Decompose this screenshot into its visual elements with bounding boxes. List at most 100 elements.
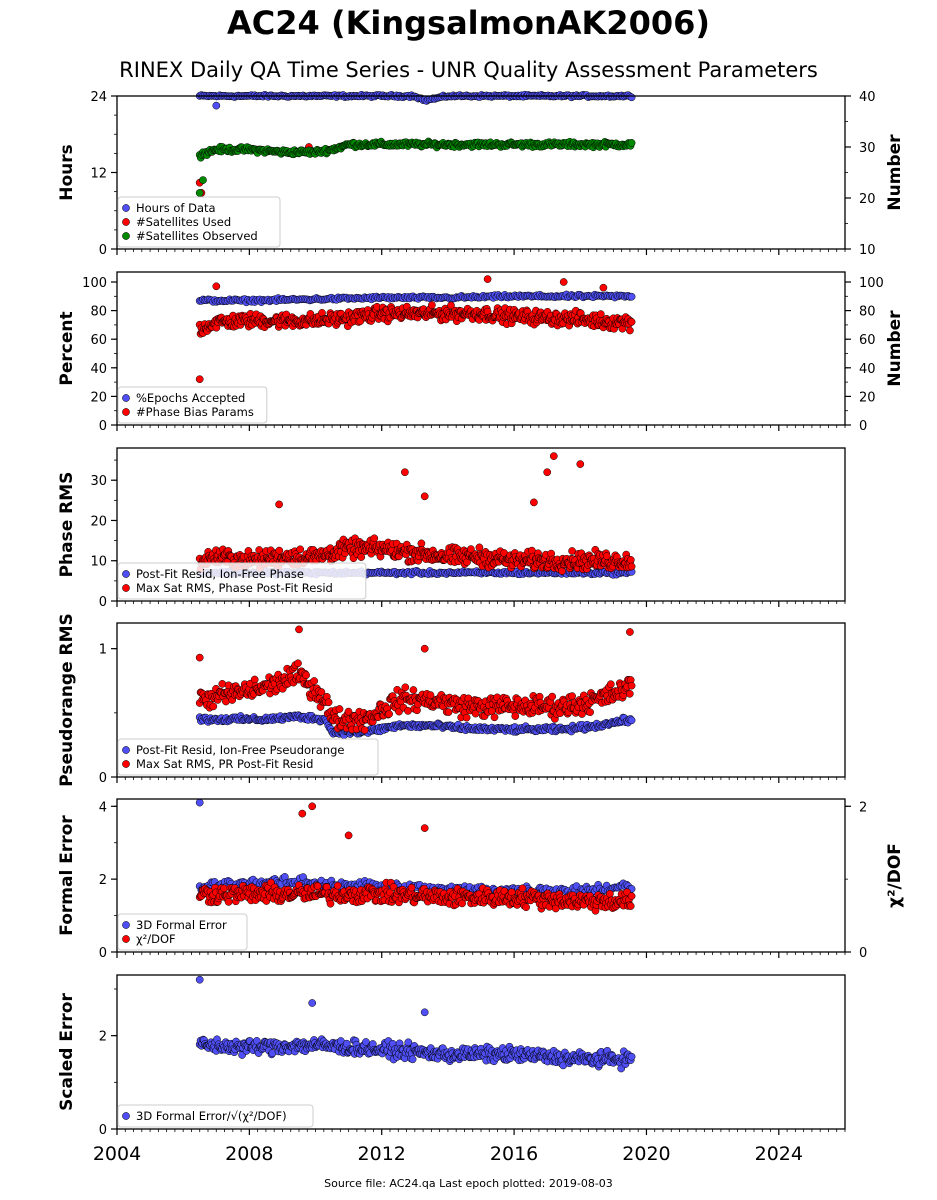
y-right-tick-label: 100: [859, 276, 884, 291]
legend-marker: [122, 394, 130, 402]
marker: [401, 683, 410, 692]
y-tick-label: 0: [99, 243, 107, 258]
legend-marker: [122, 584, 130, 592]
y-tick-label: 40: [90, 362, 107, 377]
marker: [511, 712, 520, 720]
marker: [627, 93, 636, 102]
legend-label: Max Sat RMS, Phase Post-Fit Resid: [136, 581, 333, 595]
legend-label: Post-Fit Resid, Ion-Free Pseudorange: [136, 743, 344, 757]
y-tick-label: 2: [99, 873, 107, 888]
marker-outlier: [626, 628, 634, 636]
panel-3-markers: [195, 452, 636, 579]
marker-outlier: [199, 176, 207, 184]
legend-marker: [122, 921, 130, 929]
marker: [586, 708, 594, 717]
y-tick-label: 10: [90, 555, 107, 570]
marker: [444, 708, 453, 716]
legend-box: [117, 738, 379, 776]
y-right-tick-label: 10: [859, 243, 876, 258]
marker: [250, 675, 259, 684]
legend-box: [117, 562, 367, 600]
y-tick-label: 30: [90, 474, 107, 489]
marker-outlier: [549, 452, 558, 460]
marker: [471, 709, 480, 718]
marker: [627, 716, 636, 725]
y-tick-label: 1: [99, 643, 107, 658]
y-right-tick-label: 30: [859, 141, 876, 156]
marker: [462, 713, 471, 722]
legend-label: Post-Fit Resid, Ion-Free Phase: [136, 567, 304, 581]
marker: [626, 556, 635, 564]
marker: [296, 545, 305, 554]
marker: [333, 881, 342, 890]
legend-label: Hours of Data: [136, 201, 216, 215]
marker: [522, 903, 530, 912]
legend-box: [117, 386, 268, 424]
legend: Hours of Data#Satellites Used#Satellites…: [117, 196, 281, 248]
marker: [627, 562, 636, 571]
y-tick-label: 20: [90, 390, 107, 405]
marker: [218, 680, 227, 688]
marker: [568, 547, 576, 555]
marker: [385, 710, 393, 718]
marker-outlier: [298, 809, 307, 818]
marker-outlier: [420, 492, 429, 501]
marker: [409, 686, 418, 694]
marker: [317, 688, 326, 696]
marker: [626, 902, 635, 910]
marker: [209, 702, 218, 711]
y-tick-label: 24: [90, 90, 107, 105]
y-axis-label: Phase RMS: [57, 472, 77, 578]
legend-marker: [122, 935, 130, 943]
y-axis-label-right: Number: [885, 134, 905, 211]
marker-outlier: [559, 278, 568, 286]
y-tick-label: 0: [99, 419, 107, 434]
marker-outlier: [420, 644, 429, 653]
y-right-tick-label: 2: [859, 800, 867, 815]
marker: [447, 301, 455, 310]
panel-2: 0 20 40 60 80 100 0 20 40 60 80 100 Percent Number %Ep…: [57, 271, 905, 434]
marker-outlier: [212, 282, 221, 291]
marker-outlier: [344, 831, 353, 840]
marker: [627, 318, 636, 326]
y-tick-label: 100: [82, 276, 107, 291]
panel-5-markers: [195, 798, 636, 915]
legend-marker: [122, 408, 130, 416]
y-axis-label: Percent: [57, 311, 77, 385]
panel-4-markers: [195, 625, 636, 740]
legend-label: %Epochs Accepted: [136, 391, 245, 405]
legend-box: [117, 196, 281, 248]
y-axis-label-right: χ²/DOF: [885, 843, 905, 908]
marker: [627, 292, 636, 301]
marker-outlier: [420, 824, 429, 832]
marker: [625, 689, 634, 698]
marker: [548, 692, 557, 701]
marker-outlier: [308, 802, 317, 811]
y-tick-label: 4: [99, 800, 107, 815]
marker-outlier: [483, 275, 492, 283]
marker: [324, 698, 333, 707]
y-tick-label: 0: [99, 946, 107, 961]
y-tick-label: 60: [90, 333, 107, 348]
figure-subtitle: RINEX Daily QA Time Series - UNR Quality…: [119, 58, 818, 82]
marker: [606, 680, 615, 689]
y-axis-label-right: Number: [885, 310, 905, 387]
marker: [362, 1038, 370, 1046]
y-right-tick-label: 40: [859, 90, 876, 105]
y-axis-label: Formal Error: [57, 815, 77, 936]
marker-outlier: [275, 500, 283, 509]
marker: [426, 691, 435, 699]
y-right-tick-label: 40: [859, 362, 876, 377]
y-tick-label: 80: [90, 305, 107, 320]
marker: [275, 546, 284, 555]
marker-outlier: [295, 625, 303, 634]
marker: [606, 889, 614, 898]
marker: [326, 899, 335, 908]
marker: [475, 543, 484, 552]
marker: [407, 883, 416, 892]
